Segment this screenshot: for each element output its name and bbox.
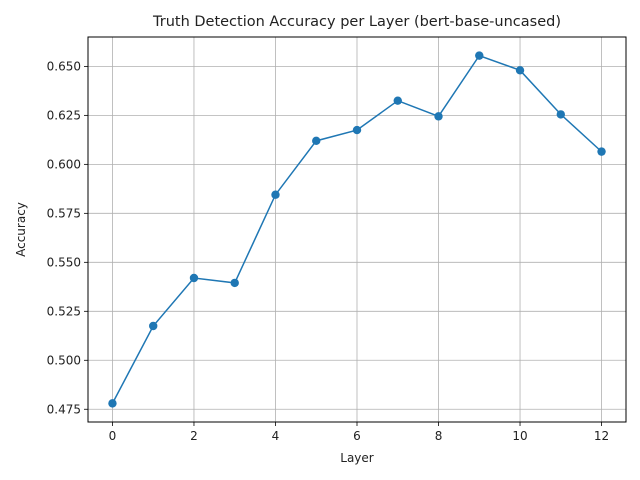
y-axis-label: Accuracy xyxy=(14,202,28,257)
data-point xyxy=(597,147,606,156)
x-tick-label: 2 xyxy=(190,429,198,443)
x-axis-label: Layer xyxy=(340,451,374,465)
x-tick-label: 8 xyxy=(435,429,443,443)
grid xyxy=(88,37,626,422)
axis-ticks: 0 2 4 6 8 10 12 0.475 0.500 0.525 0.550 0.575 0.600 0… xyxy=(47,59,610,443)
data-point xyxy=(271,190,280,199)
data-point xyxy=(434,112,443,121)
x-tick-label: 12 xyxy=(594,429,609,443)
series-marker-group xyxy=(108,51,606,408)
data-point xyxy=(515,66,525,75)
data-point xyxy=(189,273,199,283)
x-tick-label: 0 xyxy=(109,429,117,443)
y-tick-label: 0.600 xyxy=(47,157,81,171)
x-tick-label: 6 xyxy=(353,429,361,443)
data-point xyxy=(393,96,402,105)
data-point xyxy=(475,51,484,60)
data-point xyxy=(149,321,158,331)
data-point xyxy=(108,399,117,408)
data-point xyxy=(230,278,239,288)
y-tick-label: 0.500 xyxy=(47,353,81,367)
y-tick-label: 0.650 xyxy=(47,59,81,73)
y-tick-label: 0.550 xyxy=(47,255,81,269)
x-tick-label: 4 xyxy=(272,429,280,443)
data-point xyxy=(556,110,565,119)
y-tick-label: 0.625 xyxy=(47,108,81,122)
data-point xyxy=(312,136,321,146)
y-tick-label: 0.525 xyxy=(47,304,81,318)
data-point xyxy=(352,125,362,135)
chart-title: Truth Detection Accuracy per Layer (bert… xyxy=(152,14,561,30)
y-tick-label: 0.575 xyxy=(47,206,81,220)
y-tick-label: 0.475 xyxy=(47,402,81,416)
x-tick-label: 10 xyxy=(512,429,527,443)
